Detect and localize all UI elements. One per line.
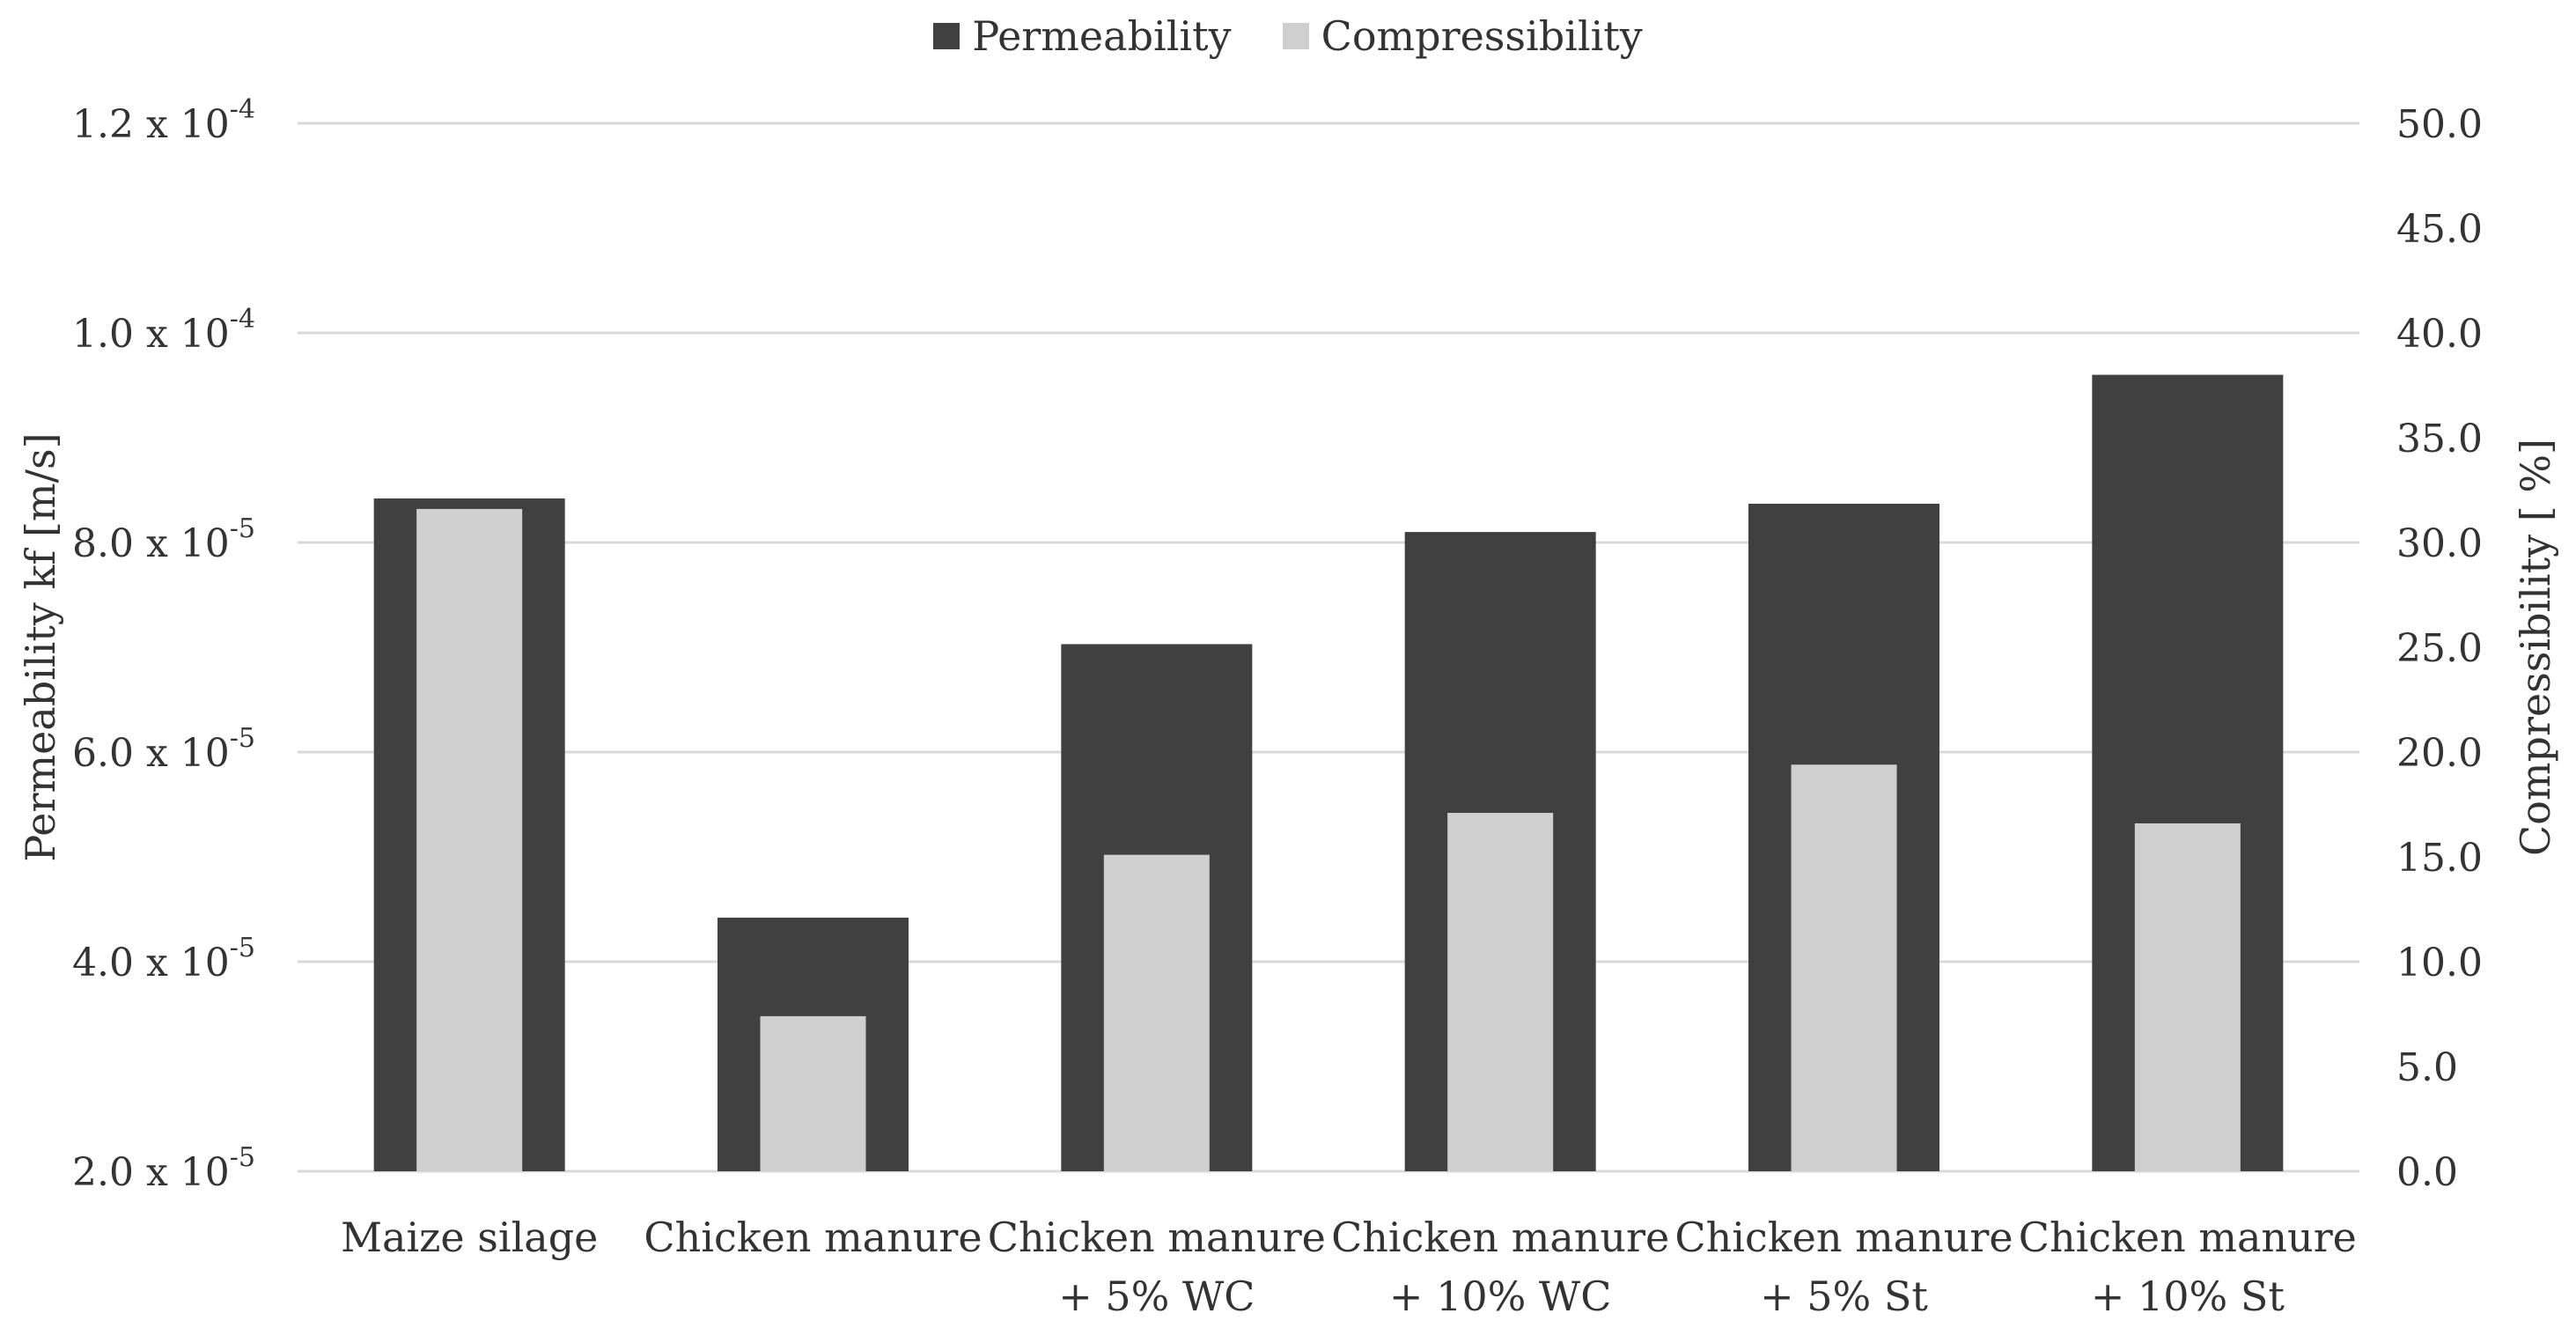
x-tick-label: Chicken manure [1674, 1214, 2013, 1261]
y-left-tick-label: 1.2 x 10-4 [72, 94, 255, 147]
y-right-tick-label: 25.0 [2396, 626, 2483, 671]
y-right-axis-title: Compressibility [ %] [2512, 439, 2559, 856]
x-tick-label: Chicken manure [1331, 1214, 1669, 1261]
y-left-tick-label: 2.0 x 10-5 [72, 1142, 255, 1195]
x-tick-label: + 10% WC [1389, 1273, 1612, 1320]
x-tick-label: + 5% WC [1058, 1273, 1255, 1320]
x-tick-label: Maize silage [341, 1214, 598, 1261]
gridlines [298, 122, 2359, 1173]
bar-compressibility [1447, 813, 1554, 1171]
x-tick-label: Chicken manure [644, 1214, 982, 1261]
y-right-tick-label: 0.0 [2396, 1150, 2458, 1195]
y-right-tick-label: 50.0 [2396, 102, 2483, 147]
axes: 2.0 x 10-5 4.0 x 10-5 6.0 x 10-5 8.0 x 10-5… [17, 94, 2559, 1320]
y-left-tick-label: 1.0 x 10-4 [72, 304, 255, 357]
x-tick-label: Chicken manure [2019, 1214, 2357, 1261]
bar-compressibility [1791, 764, 1897, 1171]
y-right-tick-label: 35.0 [2396, 417, 2483, 461]
y-right-tick-label: 40.0 [2396, 312, 2483, 357]
y-left-tick-label: 6.0 x 10-5 [72, 723, 255, 776]
bar-compressibility [760, 1015, 866, 1171]
x-tick-label: + 5% St [1760, 1273, 1928, 1320]
legend-item-permeability: Permeability [933, 12, 1232, 60]
y-right-tick-label: 15.0 [2396, 836, 2483, 881]
x-tick-label: + 10% St [2091, 1273, 2285, 1320]
y-right-tick-label: 30.0 [2396, 521, 2483, 566]
legend-label-permeability: Permeability [972, 12, 1232, 60]
legend-swatch-compressibility [1282, 23, 1309, 49]
y-right-tick-label: 5.0 [2396, 1045, 2458, 1090]
bars [373, 374, 2284, 1172]
y-left-axis-title: Permeability kf [m/s] [17, 432, 64, 861]
y-right-tick-label: 45.0 [2396, 207, 2483, 252]
chart-legend: Permeability Compressibility [0, 12, 2576, 60]
legend-item-compressibility: Compressibility [1282, 12, 1643, 60]
legend-label-compressibility: Compressibility [1321, 12, 1643, 60]
y-right-tick-label: 20.0 [2396, 731, 2483, 776]
x-tick-label: Chicken manure [988, 1214, 1326, 1261]
bar-compressibility [2134, 823, 2241, 1171]
y-left-tick-label: 4.0 x 10-5 [72, 933, 255, 985]
y-left-tick-label: 8.0 x 10-5 [72, 513, 255, 566]
legend-swatch-permeability [933, 23, 960, 49]
bar-compressibility [416, 508, 523, 1171]
bar-compressibility [1103, 854, 1210, 1171]
y-right-tick-label: 10.0 [2396, 941, 2483, 985]
